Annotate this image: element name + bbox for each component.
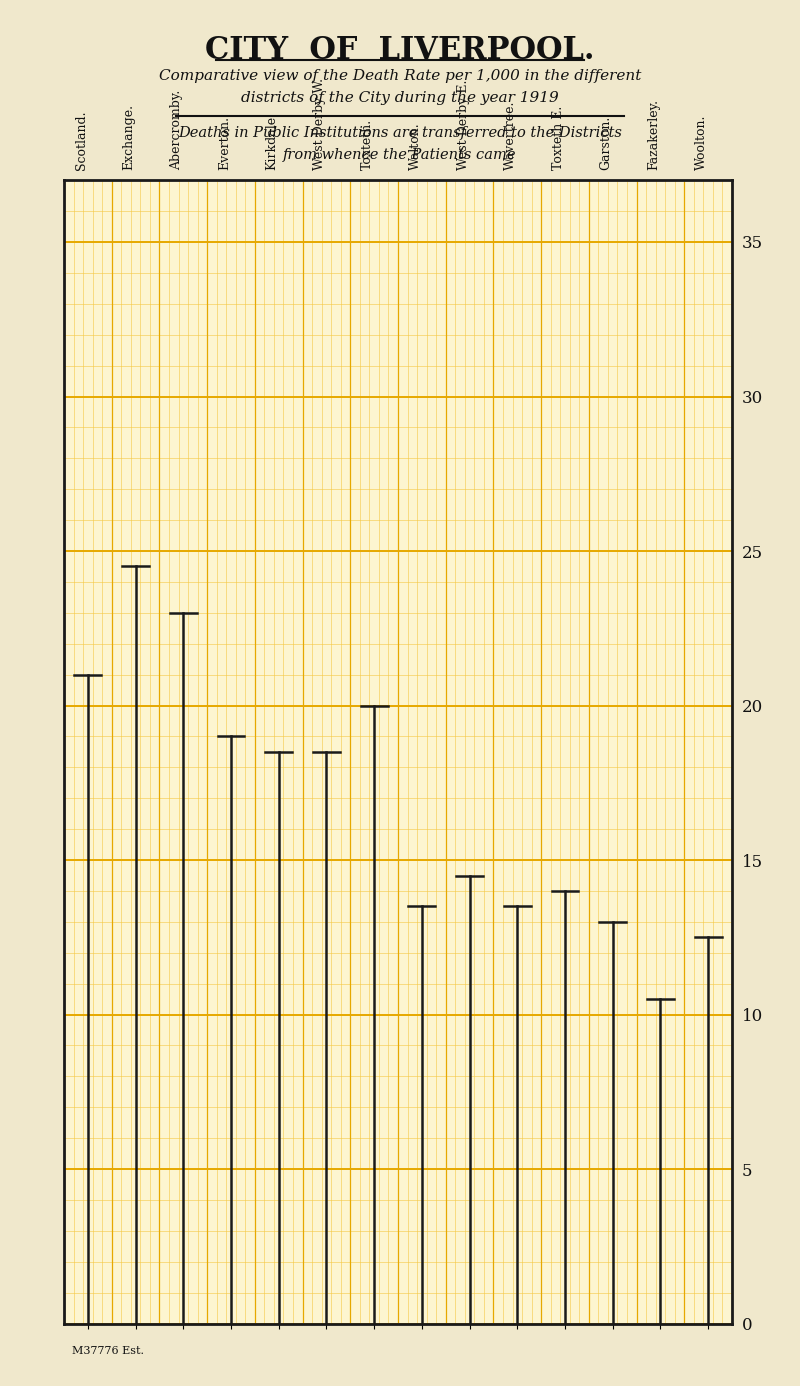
- Text: M37776 Est.: M37776 Est.: [72, 1346, 144, 1356]
- Text: from whence the Patients came: from whence the Patients came: [283, 148, 517, 162]
- Text: districts of the City during the year 1919: districts of the City during the year 19…: [241, 91, 559, 105]
- Text: CITY  OF  LIVERPOOL.: CITY OF LIVERPOOL.: [206, 35, 594, 65]
- Text: Comparative view of the Death Rate per 1,000 in the different: Comparative view of the Death Rate per 1…: [159, 69, 641, 83]
- Text: Deaths in Public Institutions are transferred to the Districts: Deaths in Public Institutions are transf…: [178, 126, 622, 140]
